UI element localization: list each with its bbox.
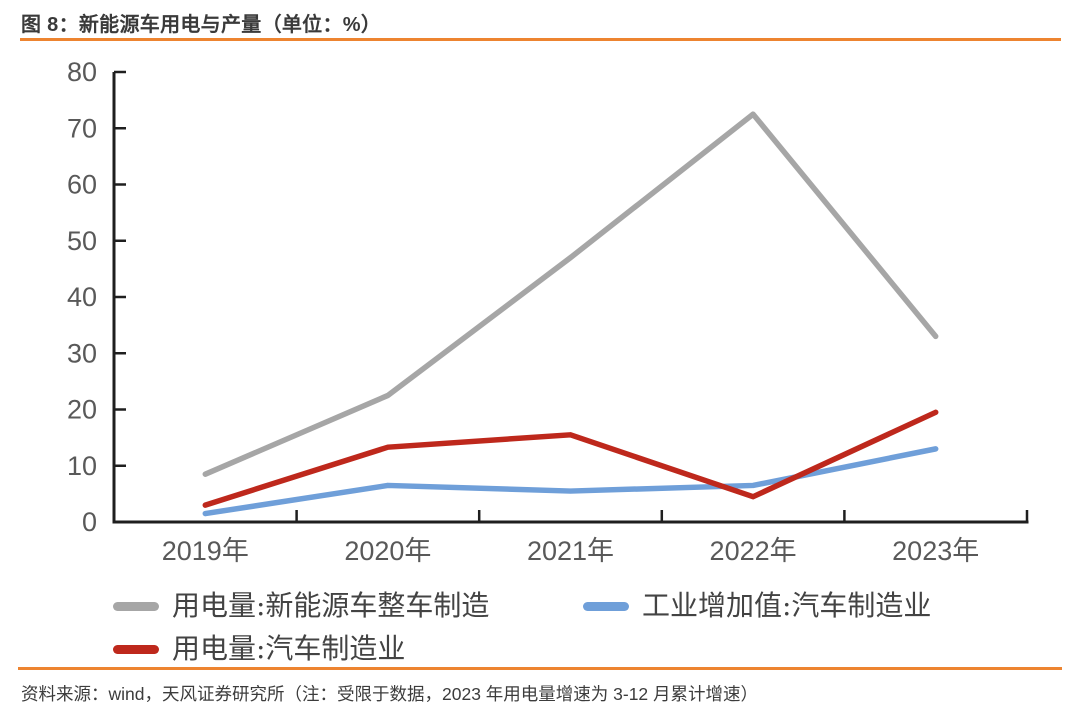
legend-label: 用电量:新能源车整车制造 bbox=[172, 589, 490, 622]
series-line bbox=[202, 446, 939, 517]
legend-item-auto-electricity: 用电量:汽车制造业 bbox=[113, 633, 405, 665]
x-tick-label: 2023年 bbox=[892, 536, 979, 566]
legend-item-nev-electricity: 用电量:新能源车整车制造 bbox=[113, 590, 489, 622]
title-underline-rule bbox=[20, 38, 1061, 41]
x-tick-label: 2020年 bbox=[344, 536, 431, 566]
y-tick-label: 70 bbox=[67, 113, 97, 143]
y-tick-label: 40 bbox=[67, 282, 97, 312]
line-chart: 0 10 20 30 40 50 60 70 80 2019年 2020年 2021年 2022年 202… bbox=[67, 57, 1029, 566]
chart-legend: 用电量:新能源车整车制造 工业增加值:汽车制造业 用电量:汽车制造业 bbox=[0, 590, 1080, 666]
y-tick-label: 0 bbox=[82, 507, 97, 537]
y-tick-label: 50 bbox=[67, 226, 97, 256]
x-tick-label: 2019年 bbox=[162, 536, 249, 566]
y-tick-label: 10 bbox=[67, 451, 97, 481]
red-line-swatch-icon bbox=[113, 644, 159, 654]
figure-title: 图 8：新能源车用电与产量（单位：%） bbox=[21, 14, 382, 36]
series-line bbox=[202, 111, 939, 477]
gray-line-swatch-icon bbox=[113, 601, 159, 611]
y-tick-label: 60 bbox=[67, 170, 97, 200]
series-line bbox=[202, 409, 939, 508]
y-tick-label: 80 bbox=[67, 57, 97, 87]
legend-label: 用电量:汽车制造业 bbox=[172, 632, 406, 665]
source-note: 资料来源：wind，天风证券研究所（注：受限于数据，2023 年用电量增速为 3… bbox=[21, 684, 759, 704]
legend-item-industrial-added-value: 工业增加值:汽车制造业 bbox=[583, 590, 931, 622]
y-tick-label: 20 bbox=[67, 395, 97, 425]
footer-divider-rule bbox=[18, 667, 1062, 670]
legend-label: 工业增加值:汽车制造业 bbox=[642, 589, 932, 622]
x-tick-label: 2022年 bbox=[710, 536, 797, 566]
blue-line-swatch-icon bbox=[583, 601, 629, 611]
y-tick-label: 30 bbox=[67, 338, 97, 368]
x-tick-label: 2021年 bbox=[527, 536, 614, 566]
